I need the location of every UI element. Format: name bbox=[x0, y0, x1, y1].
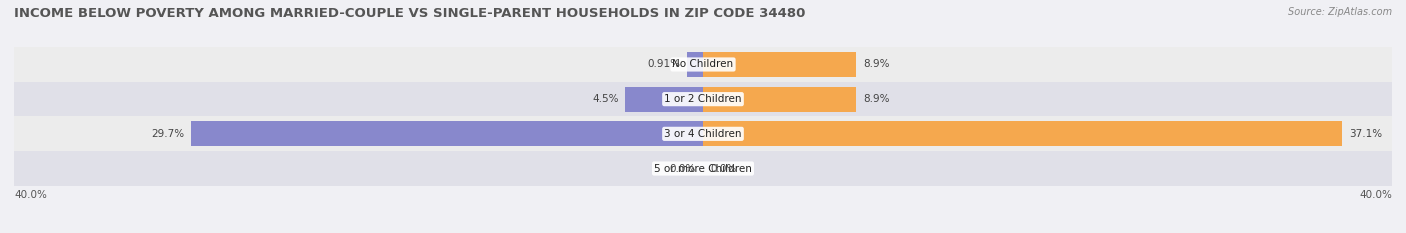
Text: 1 or 2 Children: 1 or 2 Children bbox=[664, 94, 742, 104]
Bar bbox=[14, 47, 1392, 82]
Text: 5 or more Children: 5 or more Children bbox=[654, 164, 752, 174]
Text: 4.5%: 4.5% bbox=[592, 94, 619, 104]
Text: 0.0%: 0.0% bbox=[710, 164, 737, 174]
Legend: Married Couples, Single Parents: Married Couples, Single Parents bbox=[595, 230, 811, 233]
Text: Source: ZipAtlas.com: Source: ZipAtlas.com bbox=[1288, 7, 1392, 17]
Bar bbox=[703, 121, 1341, 146]
Bar bbox=[703, 52, 856, 77]
Bar bbox=[626, 87, 703, 112]
Text: 37.1%: 37.1% bbox=[1348, 129, 1382, 139]
Bar bbox=[14, 151, 1392, 186]
Bar bbox=[688, 52, 703, 77]
Text: 8.9%: 8.9% bbox=[863, 94, 890, 104]
Bar bbox=[14, 116, 1392, 151]
Text: 8.9%: 8.9% bbox=[863, 59, 890, 69]
Bar bbox=[191, 121, 703, 146]
Text: 0.0%: 0.0% bbox=[669, 164, 696, 174]
Text: No Children: No Children bbox=[672, 59, 734, 69]
Text: 0.91%: 0.91% bbox=[647, 59, 681, 69]
Bar bbox=[14, 82, 1392, 116]
Text: 40.0%: 40.0% bbox=[1360, 190, 1392, 200]
Text: 3 or 4 Children: 3 or 4 Children bbox=[664, 129, 742, 139]
Text: 40.0%: 40.0% bbox=[14, 190, 46, 200]
Text: 29.7%: 29.7% bbox=[152, 129, 184, 139]
Bar bbox=[703, 87, 856, 112]
Text: INCOME BELOW POVERTY AMONG MARRIED-COUPLE VS SINGLE-PARENT HOUSEHOLDS IN ZIP COD: INCOME BELOW POVERTY AMONG MARRIED-COUPL… bbox=[14, 7, 806, 20]
